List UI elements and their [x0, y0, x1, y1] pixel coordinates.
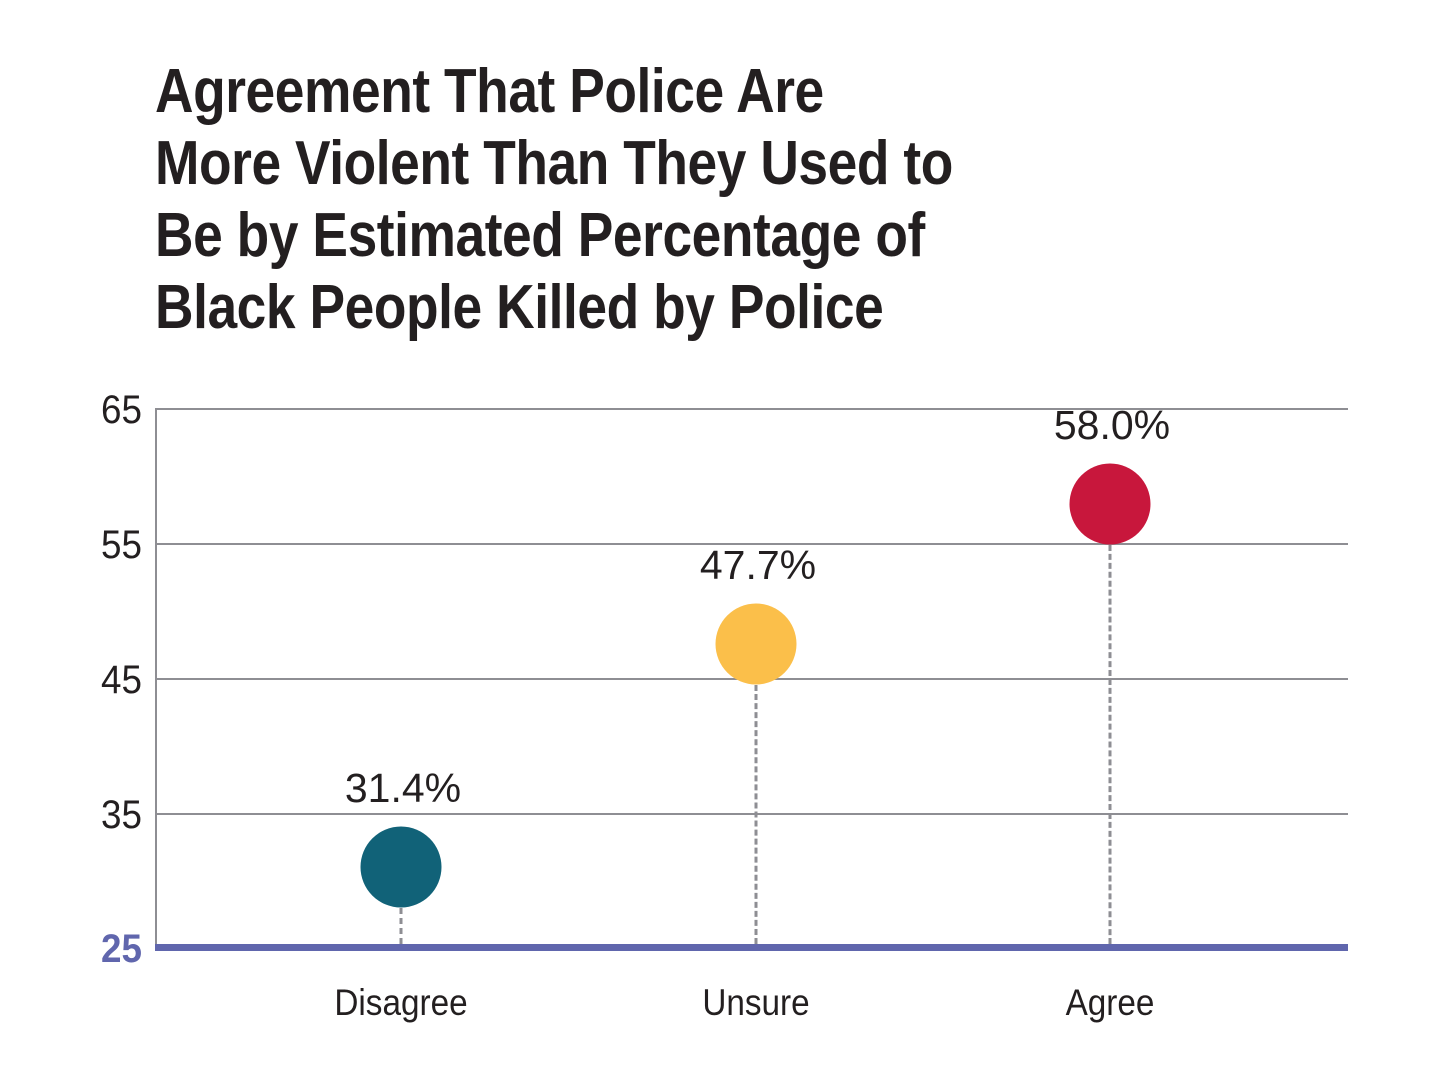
data-label-agree: 58.0% — [1053, 402, 1171, 448]
data-point-disagree[interactable] — [360, 826, 442, 908]
data-point-unsure[interactable] — [715, 603, 797, 685]
y-axis-tick-35: 35 — [101, 793, 142, 837]
y-axis-tick-65: 65 — [101, 388, 142, 432]
page-title: Agreement That Police Are More Violent T… — [155, 57, 953, 342]
y-axis-tick-45: 45 — [101, 658, 142, 702]
plot-area: 31.4% 47.7% 58.0% — [155, 402, 1348, 951]
x-axis-label-disagree: Disagree — [334, 982, 468, 1023]
x-axis-label-agree: Agree — [1065, 982, 1155, 1023]
stem-agree — [1108, 545, 1115, 944]
y-axis-line — [155, 408, 157, 947]
gridline-55 — [155, 543, 1348, 545]
stem-unsure — [754, 685, 761, 944]
data-label-unsure: 47.7% — [699, 542, 817, 588]
stem-disagree — [399, 908, 406, 944]
y-axis-tick-55: 55 — [101, 523, 142, 567]
data-point-agree[interactable] — [1069, 463, 1151, 545]
data-label-disagree: 31.4% — [344, 765, 462, 811]
gridline-65 — [155, 408, 1348, 410]
gridline-35 — [155, 813, 1348, 815]
x-axis-baseline — [155, 944, 1348, 951]
x-axis-label-unsure: Unsure — [702, 982, 810, 1023]
y-axis-tick-25: 25 — [101, 927, 142, 971]
